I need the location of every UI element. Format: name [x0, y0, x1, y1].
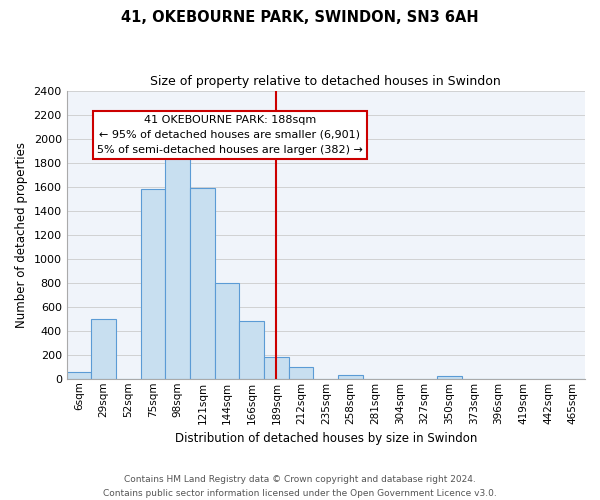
Bar: [289, 368, 313, 379]
Bar: [215, 282, 239, 379]
Bar: [239, 321, 264, 379]
Bar: [264, 356, 289, 379]
Y-axis label: Number of detached properties: Number of detached properties: [15, 142, 28, 328]
Bar: [67, 372, 91, 379]
Title: Size of property relative to detached houses in Swindon: Size of property relative to detached ho…: [151, 75, 501, 88]
Text: 41 OKEBOURNE PARK: 188sqm
← 95% of detached houses are smaller (6,901)
5% of sem: 41 OKEBOURNE PARK: 188sqm ← 95% of detac…: [97, 115, 363, 154]
Text: 41, OKEBOURNE PARK, SWINDON, SN3 6AH: 41, OKEBOURNE PARK, SWINDON, SN3 6AH: [121, 10, 479, 25]
Bar: [91, 318, 116, 379]
Bar: [338, 374, 363, 379]
Bar: [166, 144, 190, 379]
X-axis label: Distribution of detached houses by size in Swindon: Distribution of detached houses by size …: [175, 432, 477, 445]
Bar: [190, 188, 215, 379]
Text: Contains HM Land Registry data © Crown copyright and database right 2024.
Contai: Contains HM Land Registry data © Crown c…: [103, 476, 497, 498]
Bar: [141, 189, 166, 379]
Bar: [437, 376, 461, 379]
